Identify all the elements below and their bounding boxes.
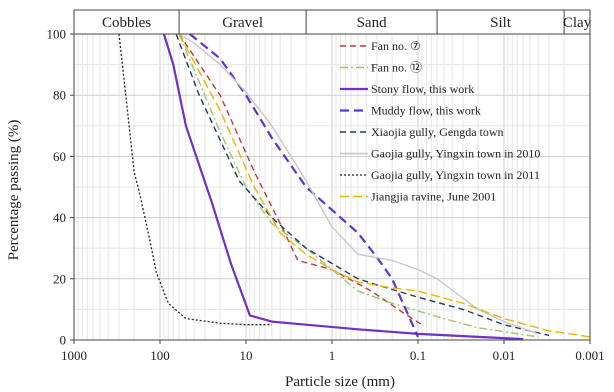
series-line-1 bbox=[178, 33, 423, 326]
x-axis-label: Particle size (mm) bbox=[285, 374, 395, 390]
x-tick-label: 0.01 bbox=[493, 348, 516, 363]
series-line-5 bbox=[175, 33, 550, 337]
band-frame bbox=[73, 9, 591, 35]
x-tick-label: 1000 bbox=[61, 348, 87, 363]
band-label: Silt bbox=[490, 15, 512, 31]
size-class-bands: Cobbles Gravel Sand Silt Clay bbox=[73, 9, 592, 35]
y-tick-label: 0 bbox=[60, 333, 67, 348]
series-line-3 bbox=[162, 33, 524, 341]
legend-label-2: Fan no. ⑫ bbox=[371, 61, 422, 75]
legend: Fan no. ⑦ Fan no. ⑫ Stony flow, this work M… bbox=[340, 39, 540, 204]
data-series bbox=[118, 33, 591, 341]
x-tick-label: 100 bbox=[150, 348, 170, 363]
series-line-7 bbox=[118, 33, 272, 326]
band-label: Gravel bbox=[222, 15, 263, 31]
series-line-6 bbox=[178, 33, 539, 335]
x-tick-label: 1 bbox=[329, 348, 336, 363]
y-tick-label: 100 bbox=[47, 27, 67, 42]
series-line-4 bbox=[189, 33, 420, 338]
y-axis-label: Percentage passing (%) bbox=[6, 120, 22, 261]
x-tick-label: 10 bbox=[240, 348, 253, 363]
y-tick-label: 80 bbox=[53, 88, 66, 103]
y-tick-label: 40 bbox=[53, 210, 66, 225]
legend-label-4: Muddy flow, this work bbox=[371, 104, 481, 118]
legend-label-8: Jiangjia ravine, June 2001 bbox=[371, 190, 496, 204]
band-label: Cobbles bbox=[102, 15, 151, 31]
legend-label-7: Gaojia gully, Yingxin town in 2011 bbox=[371, 168, 540, 182]
legend-label-1: Fan no. ⑦ bbox=[371, 39, 421, 53]
x-tick-label: 0.1 bbox=[410, 348, 426, 363]
x-tick-label: 0.001 bbox=[575, 348, 604, 363]
axes: 1000 100 10 1 0.1 0.01 0.001 0 20 40 60 80 100 bbox=[47, 27, 605, 364]
series-line-2 bbox=[178, 33, 539, 338]
series-line-8 bbox=[178, 33, 591, 338]
band-label: Sand bbox=[357, 15, 388, 31]
y-tick-label: 20 bbox=[53, 271, 66, 286]
legend-label-6: Gaojia gully, Yingxin town in 2010 bbox=[371, 147, 540, 161]
legend-label-3: Stony flow, this work bbox=[371, 82, 474, 96]
y-tick-label: 60 bbox=[53, 149, 66, 164]
band-label: Clay bbox=[563, 15, 592, 31]
legend-label-5: Xiaojia gully, Gengda town bbox=[371, 125, 504, 139]
